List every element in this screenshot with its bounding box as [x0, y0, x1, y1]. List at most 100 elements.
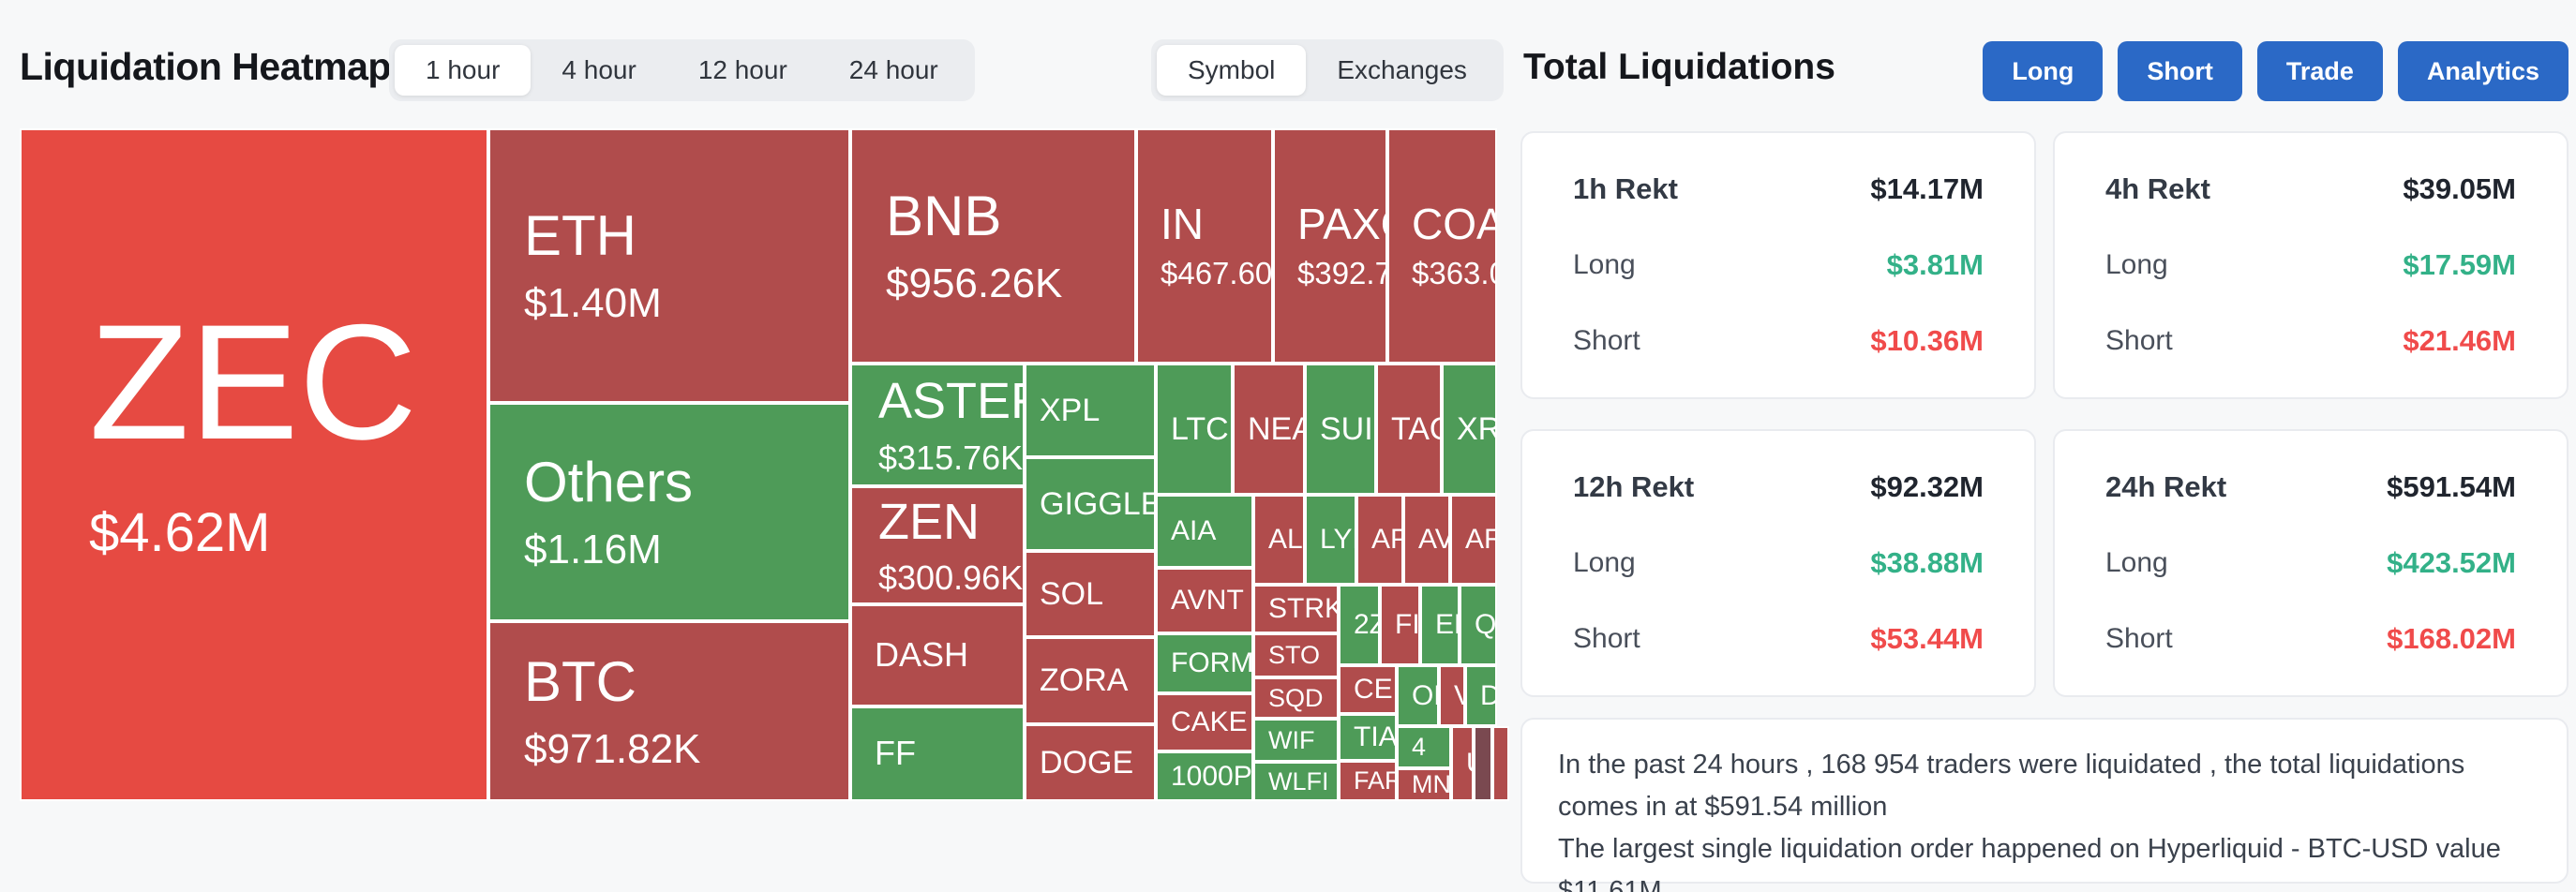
treemap-tile-XRP[interactable]: XRP — [1442, 364, 1497, 495]
treemap-tile-U[interactable]: U — [1451, 726, 1474, 801]
treemap-tile-DOGE[interactable]: DOGE — [1025, 724, 1156, 801]
tile-symbol: TIA — [1354, 721, 1397, 753]
treemap-tile-AV[interactable]: AV — [1403, 495, 1450, 585]
long-button[interactable]: Long — [1983, 41, 2104, 101]
treemap-tile-SQD[interactable]: SQD — [1253, 677, 1339, 719]
tile-symbol: NEAR — [1248, 410, 1303, 447]
tile-symbol: FAR — [1354, 766, 1395, 795]
treemap-tile-SOL[interactable]: SOL — [1025, 551, 1156, 637]
card-total-value: $39.05M — [2403, 172, 2516, 205]
card-short-row: Short $10.36M — [1573, 324, 1984, 358]
treemap-tile-ZEN[interactable]: ZEN $300.96K — [850, 486, 1025, 604]
card-total-value: $92.32M — [1870, 470, 1984, 503]
tab-4-hour[interactable]: 4 hour — [562, 55, 637, 84]
tile-symbol: AVNT — [1171, 585, 1244, 617]
treemap-tile-ZEC[interactable]: ZEC $4.62M — [20, 128, 488, 801]
total-liquidations-title: Total Liquidations — [1523, 47, 1835, 87]
rekt-card-24h: 24h Rekt $591.54M Long $423.52M Short $1… — [2053, 429, 2569, 697]
treemap-tile-LTC[interactable]: LTC — [1156, 364, 1233, 495]
tile-symbol: PAXG — [1297, 200, 1385, 249]
treemap-tile-sliver[interactable] — [1492, 726, 1509, 801]
treemap-tile-AR[interactable]: AR — [1450, 495, 1497, 585]
short-label: Short — [2105, 623, 2173, 654]
treemap-tile-FI[interactable]: FI — [1380, 585, 1420, 665]
treemap-tile-IN[interactable]: IN $467.60K — [1136, 128, 1273, 364]
long-label: Long — [2105, 249, 2168, 280]
tile-symbol: FORM — [1171, 647, 1253, 679]
treemap-tile-FAR[interactable]: FAR — [1339, 761, 1397, 801]
treemap-tile-AVNT[interactable]: AVNT — [1156, 568, 1253, 633]
treemap-tile-BNB[interactable]: BNB $956.26K — [850, 128, 1136, 364]
treemap-tile-MN[interactable]: MN — [1397, 768, 1451, 801]
tile-symbol: Q — [1475, 609, 1497, 641]
treemap-tile-V[interactable]: V — [1439, 665, 1465, 726]
treemap-tile-DASH[interactable]: DASH — [850, 604, 1025, 706]
short-label: Short — [1573, 325, 1640, 356]
tile-symbol: D — [1480, 680, 1495, 712]
treemap-tile-AP[interactable]: AP — [1356, 495, 1403, 585]
tile-symbol: LYN — [1320, 524, 1355, 556]
short-value: $10.36M — [1870, 324, 1984, 357]
group-by-tabs: Symbol Exchanges — [1151, 39, 1504, 101]
card-long-row: Long $423.52M — [2105, 546, 2516, 580]
treemap-tile-4[interactable]: 4 — [1397, 726, 1451, 768]
treemap-tile-WLFI[interactable]: WLFI — [1253, 762, 1339, 801]
tile-value: $956.26K — [886, 260, 1063, 307]
card-long-row: Long $3.81M — [1573, 248, 1984, 282]
tab-1-hour[interactable]: 1 hour — [395, 45, 532, 96]
treemap-tile-STRK[interactable]: STRK — [1253, 585, 1339, 633]
treemap-tile-COAI[interactable]: COAI $363.09K — [1387, 128, 1497, 364]
treemap-tile-AIA[interactable]: AIA — [1156, 495, 1253, 568]
long-value: $3.81M — [1886, 248, 1984, 281]
treemap-tile-NEAR[interactable]: NEAR — [1233, 364, 1305, 495]
tile-symbol: 1000PE — [1171, 760, 1252, 792]
tab-exchanges[interactable]: Exchanges — [1337, 55, 1467, 84]
treemap-tile-ALI[interactable]: ALI — [1253, 495, 1305, 585]
treemap-tile-EN[interactable]: EN — [1420, 585, 1460, 665]
long-label: Long — [1573, 249, 1636, 280]
card-title: 4h Rekt — [2105, 172, 2210, 205]
tile-symbol: ALI — [1268, 524, 1303, 556]
treemap-tile-2Z[interactable]: 2Z — [1339, 585, 1380, 665]
treemap-tile-Others[interactable]: Others $1.16M — [488, 403, 850, 621]
treemap-tile-PAXG[interactable]: PAXG $392.70K — [1273, 128, 1387, 364]
treemap-tile-LYN[interactable]: LYN — [1305, 495, 1356, 585]
treemap-tile-FF[interactable]: FF — [850, 706, 1025, 801]
short-label: Short — [1573, 623, 1640, 654]
tab-24-hour[interactable]: 24 hour — [848, 55, 938, 84]
treemap-tile-U[interactable]: U — [1474, 726, 1492, 801]
treemap-tile-ETH[interactable]: ETH $1.40M — [488, 128, 850, 403]
tile-symbol: Others — [524, 451, 694, 514]
treemap-tile-FORM[interactable]: FORM — [1156, 633, 1253, 693]
treemap-tile-CEL[interactable]: CEL — [1339, 665, 1397, 714]
treemap-tile-XPL[interactable]: XPL — [1025, 364, 1156, 457]
treemap-tile-Q[interactable]: Q — [1460, 585, 1497, 665]
tile-symbol: SQD — [1268, 683, 1324, 712]
treemap-tile-WIF[interactable]: WIF — [1253, 719, 1339, 762]
tile-symbol: STO — [1268, 641, 1321, 670]
treemap-tile-BTC[interactable]: BTC $971.82K — [488, 621, 850, 801]
tab-symbol[interactable]: Symbol — [1157, 45, 1307, 96]
treemap-tile-SUI[interactable]: SUI — [1305, 364, 1376, 495]
treemap-tile-TIA[interactable]: TIA — [1339, 714, 1397, 761]
trade-button[interactable]: Trade — [2256, 41, 2383, 101]
treemap-tile-1000PE[interactable]: 1000PE — [1156, 751, 1253, 801]
tile-value: $1.40M — [524, 280, 662, 327]
tile-symbol: TAO — [1391, 410, 1440, 447]
tab-12-hour[interactable]: 12 hour — [697, 55, 787, 84]
tile-symbol: WIF — [1268, 725, 1315, 754]
treemap-tile-STO[interactable]: STO — [1253, 633, 1339, 677]
treemap-tile-OP[interactable]: OP — [1397, 665, 1439, 726]
short-button[interactable]: Short — [2118, 41, 2242, 101]
treemap-tile-TAO[interactable]: TAO — [1376, 364, 1442, 495]
tile-value: $363.09K — [1412, 255, 1495, 290]
treemap-tile-ASTER[interactable]: ASTER $315.76K — [850, 364, 1025, 486]
liquidation-summary-box: In the past 24 hours , 168 954 traders w… — [1520, 718, 2569, 892]
analytics-button[interactable]: Analytics — [2397, 41, 2569, 101]
treemap-tile-CAKE[interactable]: CAKE — [1156, 693, 1253, 751]
treemap-tile-D[interactable]: D — [1465, 665, 1497, 726]
tile-symbol: 4 — [1412, 733, 1427, 762]
treemap-tile-ZORA[interactable]: ZORA — [1025, 637, 1156, 724]
tile-value: $392.70K — [1297, 255, 1385, 290]
treemap-tile-GIGGLE[interactable]: GIGGLE — [1025, 457, 1156, 551]
